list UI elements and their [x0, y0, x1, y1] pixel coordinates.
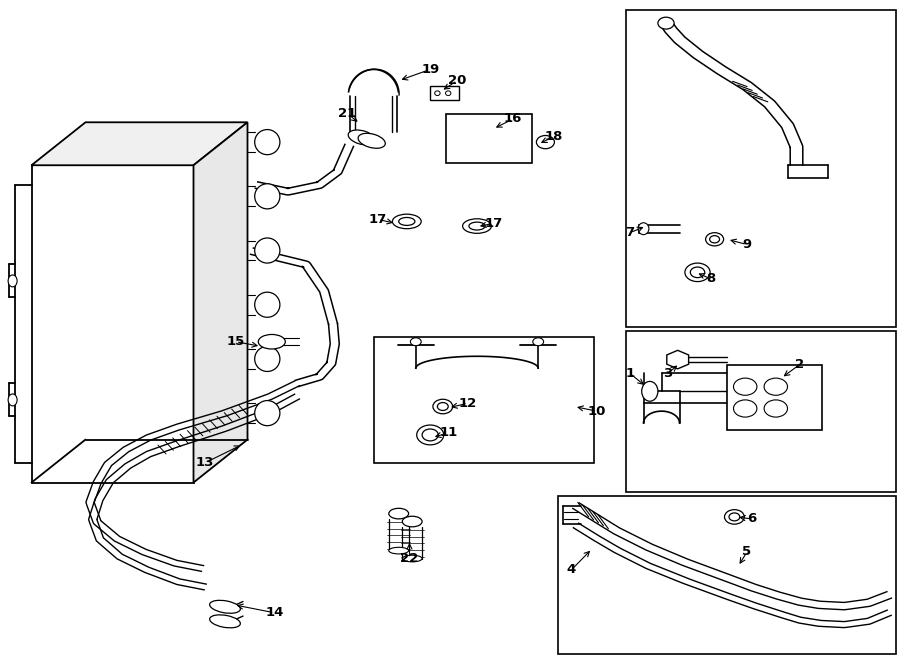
Ellipse shape — [690, 267, 705, 278]
Ellipse shape — [446, 91, 451, 95]
Ellipse shape — [706, 233, 724, 246]
Ellipse shape — [533, 338, 544, 346]
Ellipse shape — [417, 425, 444, 445]
Ellipse shape — [724, 510, 744, 524]
Text: 2: 2 — [795, 358, 804, 371]
Text: 4: 4 — [567, 563, 576, 576]
Text: 9: 9 — [742, 238, 752, 251]
Bar — [430, 86, 459, 100]
Circle shape — [764, 378, 788, 395]
Ellipse shape — [658, 17, 674, 29]
Ellipse shape — [402, 516, 422, 527]
Ellipse shape — [402, 555, 422, 562]
Ellipse shape — [348, 130, 375, 145]
Polygon shape — [667, 350, 688, 369]
Text: 17: 17 — [484, 217, 502, 230]
Text: 19: 19 — [421, 63, 439, 76]
Ellipse shape — [358, 134, 385, 148]
Text: 7: 7 — [626, 226, 634, 239]
Ellipse shape — [729, 513, 740, 521]
Ellipse shape — [255, 184, 280, 209]
Ellipse shape — [642, 381, 658, 401]
Polygon shape — [194, 122, 248, 483]
Circle shape — [734, 400, 757, 417]
Ellipse shape — [463, 219, 491, 233]
Text: 1: 1 — [626, 367, 634, 380]
Text: 11: 11 — [439, 426, 457, 440]
Ellipse shape — [255, 401, 280, 426]
Text: 14: 14 — [266, 606, 284, 619]
Text: 6: 6 — [747, 512, 756, 525]
Polygon shape — [32, 122, 248, 165]
Text: 16: 16 — [504, 112, 522, 126]
Ellipse shape — [469, 222, 485, 230]
Bar — [558, 496, 896, 654]
Ellipse shape — [389, 547, 409, 554]
Ellipse shape — [258, 334, 285, 349]
Ellipse shape — [433, 399, 453, 414]
Ellipse shape — [255, 292, 280, 317]
Text: 15: 15 — [227, 335, 245, 348]
Bar — [626, 10, 896, 327]
Ellipse shape — [255, 130, 280, 155]
Text: 22: 22 — [400, 552, 418, 565]
Ellipse shape — [392, 214, 421, 229]
Circle shape — [764, 400, 788, 417]
Bar — [446, 114, 532, 163]
Bar — [727, 365, 822, 430]
Ellipse shape — [389, 508, 409, 519]
Ellipse shape — [536, 136, 554, 149]
Ellipse shape — [210, 600, 240, 613]
Bar — [626, 330, 896, 492]
Text: 17: 17 — [369, 213, 387, 226]
Circle shape — [734, 378, 757, 395]
Ellipse shape — [422, 429, 438, 441]
Ellipse shape — [709, 236, 720, 243]
Text: 20: 20 — [448, 74, 466, 87]
Ellipse shape — [255, 346, 280, 371]
Ellipse shape — [210, 615, 240, 628]
Ellipse shape — [435, 91, 440, 95]
Text: 5: 5 — [742, 545, 752, 559]
Text: 21: 21 — [338, 107, 356, 120]
Ellipse shape — [8, 275, 17, 287]
Text: 12: 12 — [459, 397, 477, 410]
Text: 18: 18 — [544, 130, 562, 143]
Ellipse shape — [255, 238, 280, 263]
Polygon shape — [32, 165, 194, 483]
Ellipse shape — [410, 338, 421, 346]
Bar — [374, 337, 594, 463]
Text: 3: 3 — [663, 367, 672, 380]
Ellipse shape — [638, 223, 649, 235]
Ellipse shape — [685, 263, 710, 282]
Ellipse shape — [8, 394, 17, 406]
Text: 13: 13 — [196, 456, 214, 469]
Ellipse shape — [399, 217, 415, 225]
Text: 10: 10 — [588, 405, 606, 418]
Text: 8: 8 — [706, 272, 716, 286]
Ellipse shape — [437, 403, 448, 410]
